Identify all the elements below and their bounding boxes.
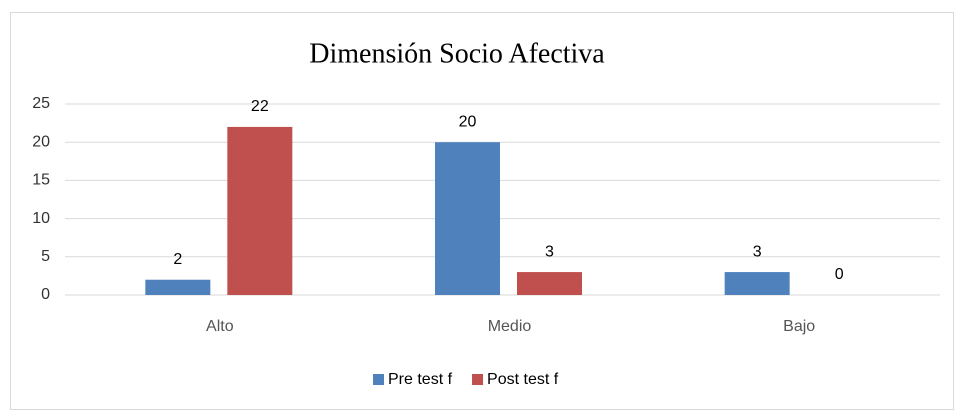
legend-swatch xyxy=(472,374,484,385)
data-label: 2 xyxy=(173,251,182,268)
x-tick-label: Bajo xyxy=(783,318,815,335)
data-label: 0 xyxy=(835,266,844,283)
data-label: 20 xyxy=(459,113,477,130)
chart-title: Dimensión Socio Afectiva xyxy=(309,38,605,69)
x-tick-label: Alto xyxy=(206,318,234,335)
bar xyxy=(724,272,790,295)
data-label: 3 xyxy=(753,243,762,260)
y-tick-label: 25 xyxy=(32,95,50,112)
data-label: 3 xyxy=(545,243,554,260)
x-tick-label: Medio xyxy=(488,318,532,335)
bar xyxy=(227,126,293,295)
y-tick-label: 20 xyxy=(32,133,50,150)
legend-label: Pre test f xyxy=(388,371,453,388)
y-tick-label: 15 xyxy=(32,172,50,189)
legend-swatch xyxy=(373,374,384,385)
bar xyxy=(145,279,211,295)
data-label: 22 xyxy=(251,98,269,115)
y-tick-label: 0 xyxy=(41,286,50,303)
y-tick-label: 5 xyxy=(41,248,50,265)
y-tick-label: 10 xyxy=(32,210,50,227)
bar xyxy=(517,272,582,295)
bar xyxy=(435,142,500,295)
legend-label: Post test f xyxy=(487,371,559,388)
